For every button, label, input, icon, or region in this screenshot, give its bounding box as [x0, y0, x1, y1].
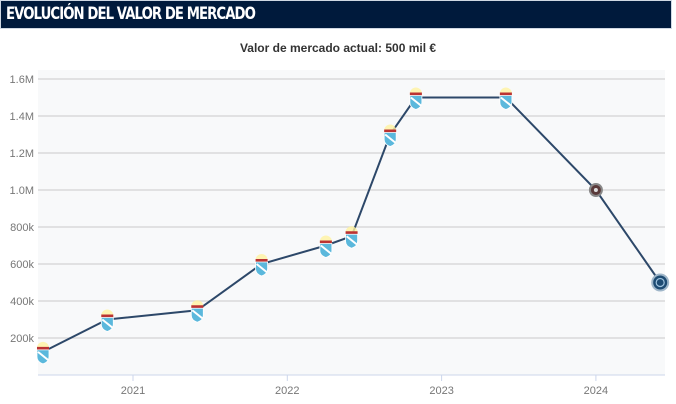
- data-point-club-a-crest-icon[interactable]: [100, 309, 114, 332]
- data-point-club-a-crest-icon[interactable]: [319, 235, 333, 258]
- y-tick-label: 800k: [10, 222, 34, 234]
- data-point-club-c-crest-icon[interactable]: [651, 273, 670, 292]
- x-tick-label: 2022: [275, 385, 299, 397]
- data-point-club-a-crest-icon[interactable]: [190, 300, 204, 323]
- section-title: EVOLUCIÓN DEL VALOR DE MERCADO: [6, 4, 256, 24]
- data-point-club-a-crest-icon[interactable]: [383, 124, 397, 147]
- x-tick-label: 2024: [584, 385, 608, 397]
- data-point-club-a-crest-icon[interactable]: [36, 341, 50, 365]
- section-header: EVOLUCIÓN DEL VALOR DE MERCADO: [0, 0, 672, 29]
- y-tick-label: 1.6M: [10, 74, 34, 86]
- current-market-value: Valor de mercado actual: 500 mil €: [239, 41, 437, 55]
- x-tick-label: 2023: [429, 385, 453, 397]
- y-tick-label: 200k: [10, 333, 34, 345]
- data-point-club-a-crest-icon[interactable]: [255, 254, 268, 277]
- data-point-club-b-crest-icon[interactable]: [588, 183, 603, 197]
- x-tick-label: 2021: [121, 385, 145, 397]
- plot-background: [38, 70, 665, 375]
- data-point-club-a-crest-icon[interactable]: [499, 87, 513, 110]
- y-tick-label: 1.2M: [10, 148, 34, 160]
- y-tick-label: 600k: [10, 259, 34, 271]
- data-point-club-a-crest-icon[interactable]: [345, 226, 358, 249]
- data-point-club-a-crest-icon[interactable]: [409, 87, 423, 110]
- y-tick-label: 1.4M: [10, 111, 34, 123]
- y-tick-label: 1.0M: [10, 185, 34, 197]
- y-tick-label: 400k: [10, 296, 34, 308]
